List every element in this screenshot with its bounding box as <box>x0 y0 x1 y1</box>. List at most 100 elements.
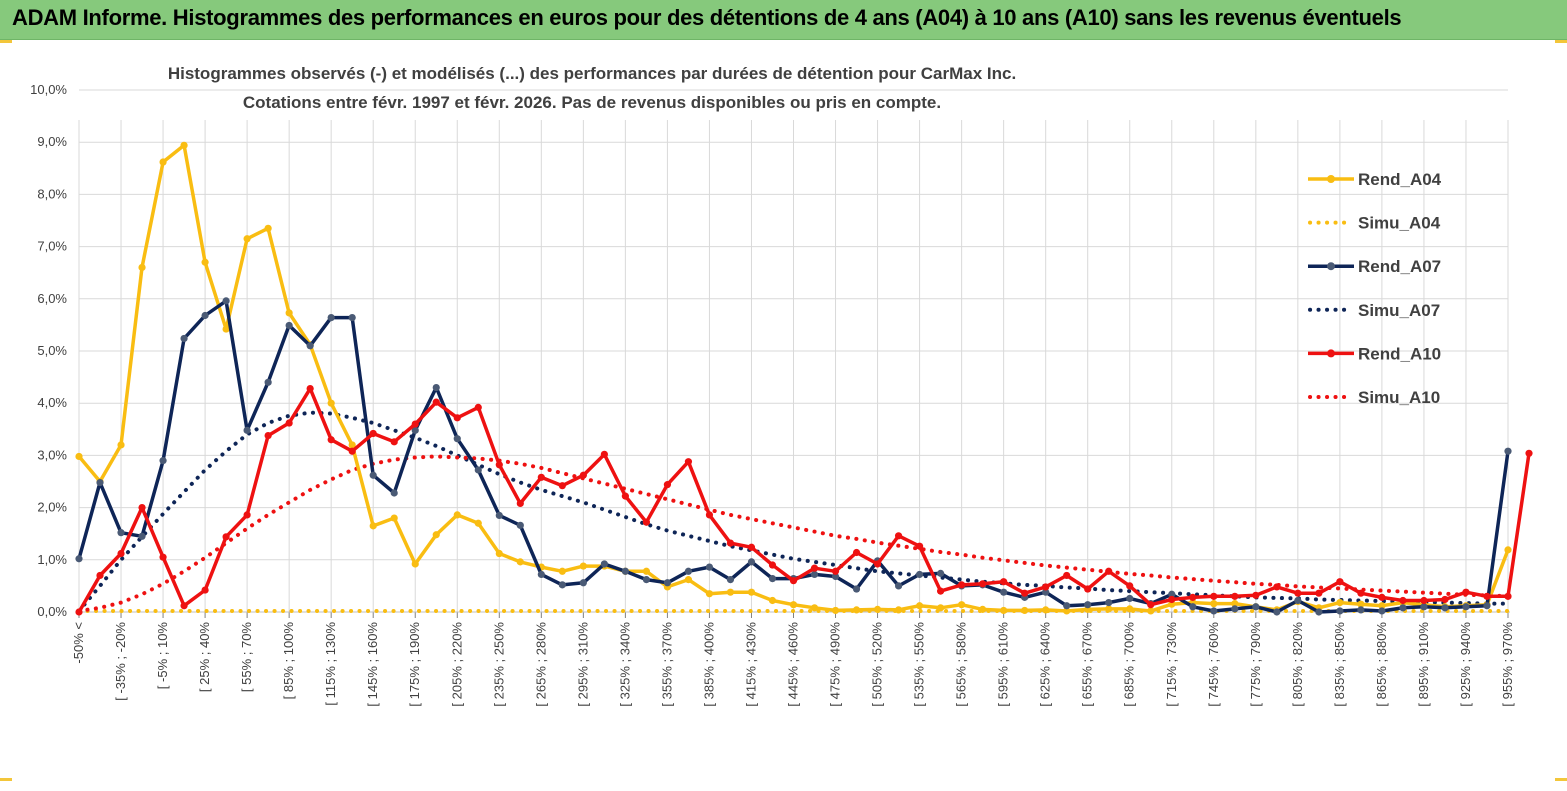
data-point <box>243 511 251 519</box>
data-point <box>1231 605 1239 613</box>
data-point <box>1000 606 1008 615</box>
data-point <box>684 576 693 584</box>
data-point <box>516 521 524 529</box>
legend-marker <box>1327 349 1335 358</box>
data-point <box>1168 595 1176 604</box>
data-point <box>684 458 693 466</box>
data-point <box>1042 583 1050 591</box>
data-point <box>495 461 503 469</box>
data-point <box>222 297 230 305</box>
data-point <box>642 518 650 526</box>
x-tick-label: [ 895% ; 910% <box>1416 622 1431 707</box>
data-point <box>1420 596 1428 605</box>
data-point <box>810 564 819 572</box>
data-point <box>1126 594 1134 603</box>
data-point <box>789 601 798 609</box>
data-point <box>726 576 735 584</box>
data-point <box>390 489 398 497</box>
data-point <box>453 414 461 422</box>
data-point <box>894 606 903 614</box>
data-point <box>1504 447 1512 455</box>
data-point <box>222 325 230 333</box>
data-point <box>138 263 146 272</box>
legend-entry-rend-a07: Rend_A07 <box>1308 257 1441 276</box>
data-point <box>243 235 251 243</box>
data-point <box>1231 600 1239 608</box>
x-tick-label: [ 295% ; 310% <box>575 622 590 707</box>
data-point <box>285 419 293 427</box>
x-tick-label: [ 565% ; 580% <box>954 622 969 707</box>
x-tick-label: [ 175% ; 190% <box>407 622 422 707</box>
data-point <box>1210 600 1218 608</box>
data-point <box>852 548 861 557</box>
legend-entry-simu-a04: Simu_A04 <box>1308 214 1441 233</box>
data-point <box>306 342 314 350</box>
legend-entry-simu-a07: Simu_A07 <box>1308 301 1440 320</box>
data-point <box>558 567 566 575</box>
y-tick-label: 7,0% <box>37 239 67 254</box>
data-point <box>810 604 819 612</box>
x-tick-label: [ 595% ; 610% <box>996 622 1011 707</box>
data-point <box>1042 588 1050 596</box>
x-tick-label: [ 625% ; 640% <box>1038 622 1053 707</box>
data-point <box>1504 592 1512 600</box>
data-point <box>873 605 882 613</box>
data-point <box>1315 589 1323 597</box>
y-tick-label: 4,0% <box>37 395 67 410</box>
data-point <box>958 581 966 589</box>
data-point <box>432 398 440 406</box>
data-point <box>1357 606 1365 614</box>
frame-corner-top-left <box>0 40 12 43</box>
data-point <box>369 471 377 479</box>
data-point <box>1294 589 1302 597</box>
data-point <box>1000 588 1008 596</box>
data-point <box>1189 593 1197 601</box>
x-tick-label: -50% < <box>71 622 86 664</box>
data-point <box>726 588 735 596</box>
data-point <box>831 572 840 581</box>
data-point <box>537 570 545 579</box>
data-point <box>937 604 945 612</box>
data-point <box>159 553 167 561</box>
data-point <box>1210 607 1218 615</box>
x-tick-label: [ 745% ; 760% <box>1206 622 1221 707</box>
data-point <box>747 543 756 551</box>
x-tick-label: [ 25% ; 40% <box>197 622 212 693</box>
legend-label: Simu_A04 <box>1358 214 1441 233</box>
data-point <box>96 478 104 487</box>
data-point <box>663 481 672 489</box>
data-point <box>117 441 125 449</box>
data-point <box>306 384 314 393</box>
data-point <box>1378 607 1386 615</box>
data-point <box>1252 603 1260 611</box>
data-point <box>1273 608 1281 616</box>
x-tick-label: [ 55% ; 70% <box>239 622 254 693</box>
data-point <box>768 561 777 569</box>
x-tick-label: [ 655% ; 670% <box>1080 622 1095 707</box>
data-point <box>1189 603 1197 611</box>
data-point <box>915 542 924 550</box>
data-point <box>411 420 419 428</box>
data-point <box>1315 608 1323 616</box>
data-point <box>958 601 966 609</box>
x-tick-label: [ 955% ; 970% <box>1500 622 1515 707</box>
data-point <box>642 567 650 575</box>
data-point <box>348 441 356 449</box>
legend-label: Simu_A10 <box>1358 388 1440 407</box>
data-point <box>600 560 608 568</box>
data-point <box>1336 599 1344 607</box>
data-point <box>474 519 482 527</box>
legend-entry-rend-a10: Rend_A10 <box>1308 344 1441 363</box>
legend-label: Rend_A07 <box>1358 257 1441 276</box>
data-point <box>873 560 882 568</box>
data-point <box>495 511 503 520</box>
data-point <box>474 403 482 411</box>
data-point <box>117 549 125 558</box>
data-point <box>768 596 777 605</box>
y-tick-label: 2,0% <box>37 500 67 515</box>
chart-subtitle: Cotations entre févr. 1997 et févr. 2026… <box>243 93 941 112</box>
data-point <box>516 499 524 508</box>
data-point <box>327 399 335 407</box>
data-point <box>96 571 104 580</box>
